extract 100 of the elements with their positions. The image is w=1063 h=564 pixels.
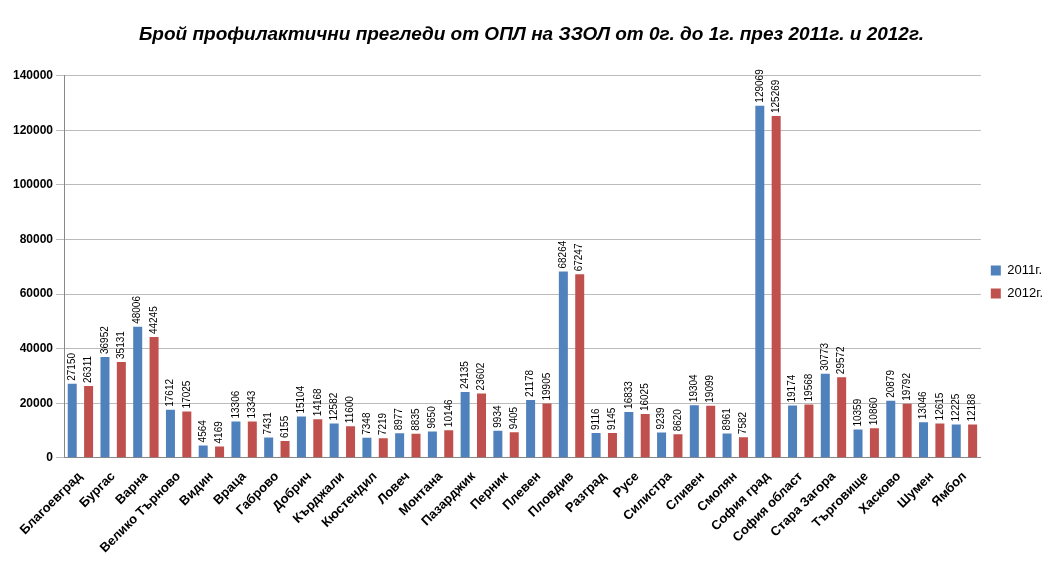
- bar: [411, 433, 421, 458]
- bar: [493, 430, 503, 458]
- data-label: 26311: [82, 355, 94, 384]
- data-label: 11600: [344, 395, 356, 424]
- bar: [657, 432, 667, 458]
- data-label: 10146: [442, 398, 454, 428]
- data-label: 7219: [377, 412, 389, 436]
- data-label: 68264: [557, 240, 569, 269]
- data-label: 12188: [966, 393, 978, 422]
- legend-label: 2011г.: [1007, 262, 1043, 278]
- bar: [296, 416, 306, 458]
- data-label: 44245: [147, 305, 159, 335]
- bar: [591, 432, 601, 458]
- bar: [919, 422, 929, 458]
- bar: [575, 274, 585, 458]
- data-label: 36952: [98, 325, 110, 354]
- bar: [624, 411, 634, 458]
- y-tick-label: 100000: [13, 177, 54, 192]
- bar: [378, 438, 388, 458]
- data-label: 19304: [688, 373, 700, 403]
- data-label: 7431: [262, 411, 274, 435]
- y-tick-label: 120000: [13, 122, 54, 137]
- bar: [198, 445, 208, 458]
- bar: [526, 400, 536, 458]
- data-label: 9934: [491, 405, 503, 428]
- data-label: 48006: [131, 295, 143, 324]
- data-label: 21178: [524, 369, 536, 398]
- bar: [427, 431, 437, 458]
- chart-title: Брой профилактични прегледи от ОПЛ на ЗЗОЛ от 0г. до 1г. през 2011г. и 2012г.: [138, 22, 925, 44]
- bar: [84, 386, 94, 458]
- bar: [395, 433, 405, 458]
- bar: [788, 405, 798, 458]
- bar: [706, 405, 716, 458]
- bar: [837, 377, 847, 458]
- bar: [444, 430, 454, 458]
- bar: [264, 437, 274, 458]
- data-label: 12615: [933, 392, 945, 421]
- data-label: 24135: [458, 360, 470, 389]
- bar: [968, 424, 978, 458]
- y-tick-label: 60000: [19, 286, 54, 301]
- data-label: 10860: [868, 396, 880, 426]
- bar: [951, 424, 961, 458]
- bar: [313, 419, 323, 458]
- data-label: 8835: [409, 408, 421, 431]
- data-label: 12225: [950, 393, 962, 422]
- bar: [820, 373, 830, 458]
- data-label: 13046: [917, 390, 929, 420]
- bar: [215, 446, 225, 458]
- data-label: 13343: [246, 390, 258, 419]
- bar: [755, 105, 765, 458]
- bar: [133, 326, 143, 458]
- data-label: 19099: [704, 374, 716, 403]
- bar: [869, 428, 879, 458]
- data-label: 12582: [327, 392, 339, 421]
- bar: [558, 271, 568, 458]
- data-label: 27150: [65, 352, 77, 381]
- data-label: 4564: [196, 419, 208, 443]
- bar: [886, 400, 896, 458]
- data-label: 4169: [213, 420, 225, 444]
- data-label: 15104: [295, 385, 307, 414]
- bar: [362, 437, 372, 458]
- data-label: 6155: [278, 415, 290, 439]
- bar: [149, 337, 159, 458]
- y-tick-label: 140000: [13, 68, 54, 83]
- bar: [165, 409, 175, 458]
- data-label: 16025: [638, 382, 650, 412]
- data-label: 17025: [180, 380, 192, 409]
- bar: [689, 405, 699, 458]
- bar: [738, 437, 748, 458]
- bar: [640, 414, 650, 458]
- data-label: 9145: [606, 407, 618, 430]
- data-label: 129069: [753, 68, 765, 103]
- bar: [116, 361, 126, 458]
- data-label: 16833: [622, 380, 634, 409]
- bar: [477, 393, 486, 458]
- bar: [346, 426, 356, 458]
- data-label: 30773: [819, 342, 831, 371]
- data-label: 7582: [737, 411, 749, 435]
- bar: [607, 432, 617, 458]
- bar: [542, 403, 552, 458]
- bar: [247, 421, 257, 458]
- y-tick-label: 80000: [19, 231, 54, 246]
- bar: [771, 116, 781, 458]
- bar: [853, 429, 863, 458]
- data-label: 10359: [851, 398, 863, 427]
- data-label: 9116: [589, 408, 601, 430]
- y-tick-label: 0: [46, 450, 54, 465]
- legend-label: 2012г.: [1007, 285, 1043, 301]
- bar: [182, 411, 192, 458]
- data-label: 9650: [426, 405, 438, 429]
- data-label: 19792: [900, 372, 912, 401]
- bar: [935, 423, 945, 458]
- data-label: 23602: [475, 362, 487, 391]
- data-label: 13306: [229, 390, 241, 419]
- bar: [460, 391, 470, 458]
- y-tick-label: 20000: [19, 395, 54, 410]
- bar: [509, 432, 519, 458]
- data-label: 17612: [164, 378, 176, 407]
- bar: [100, 357, 110, 458]
- data-label: 7348: [360, 412, 372, 435]
